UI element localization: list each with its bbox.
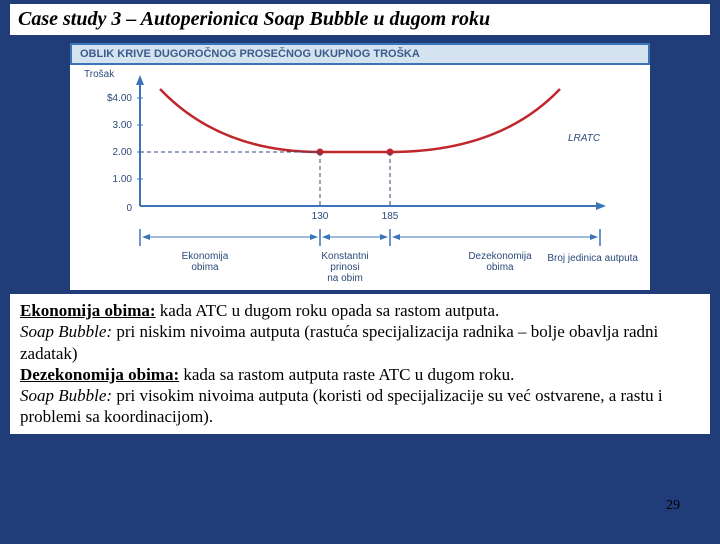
chart-body: Trošak $4.00 3.00 2.00 1.00 0: [70, 65, 650, 290]
x-axis-label: Broj jedinica autputa: [547, 253, 638, 264]
text-2: kada sa rastom autputa raste ATC u dugom…: [179, 365, 514, 384]
example-2-label: Soap Bubble:: [20, 386, 112, 405]
svg-text:0: 0: [126, 203, 132, 214]
term-ekonomija: Ekonomija obima:: [20, 301, 156, 320]
region-2: Konstantni prinosi na obim: [305, 251, 385, 284]
body-text: Ekonomija obima: kada ATC u dugom roku o…: [10, 294, 710, 434]
svg-text:2.00: 2.00: [113, 147, 133, 158]
svg-text:130: 130: [312, 211, 329, 222]
svg-text:3.00: 3.00: [113, 120, 133, 131]
text-1: kada ATC u dugom roku opada sa rastom au…: [156, 301, 500, 320]
region-1: Ekonomija obima: [140, 251, 270, 284]
svg-text:1.00: 1.00: [113, 174, 133, 185]
y-axis-label: Trošak: [84, 69, 114, 80]
slide: Case study 3 – Autoperionica Soap Bubble…: [0, 4, 720, 544]
chart-title: OBLIK KRIVE DUGOROČNOG PROSEČNOG UKUPNOG…: [70, 43, 650, 65]
svg-text:LRATC: LRATC: [568, 133, 601, 144]
svg-text:$4.00: $4.00: [107, 93, 132, 104]
page-number: 29: [666, 497, 680, 515]
chart-svg: $4.00 3.00 2.00 1.00 0 LRATC: [80, 71, 620, 251]
example-1-text: pri niskim nivoima autputa (rastuća spec…: [20, 322, 658, 362]
slide-title: Case study 3 – Autoperionica Soap Bubble…: [18, 8, 702, 31]
example-2-text: pri visokim nivoima autputa (koristi od …: [20, 386, 663, 426]
svg-text:185: 185: [382, 211, 399, 222]
chart-container: OBLIK KRIVE DUGOROČNOG PROSEČNOG UKUPNOG…: [70, 43, 650, 290]
term-dezekonomija: Dezekonomija obima:: [20, 365, 179, 384]
title-container: Case study 3 – Autoperionica Soap Bubble…: [10, 4, 710, 35]
example-1-label: Soap Bubble:: [20, 322, 112, 341]
